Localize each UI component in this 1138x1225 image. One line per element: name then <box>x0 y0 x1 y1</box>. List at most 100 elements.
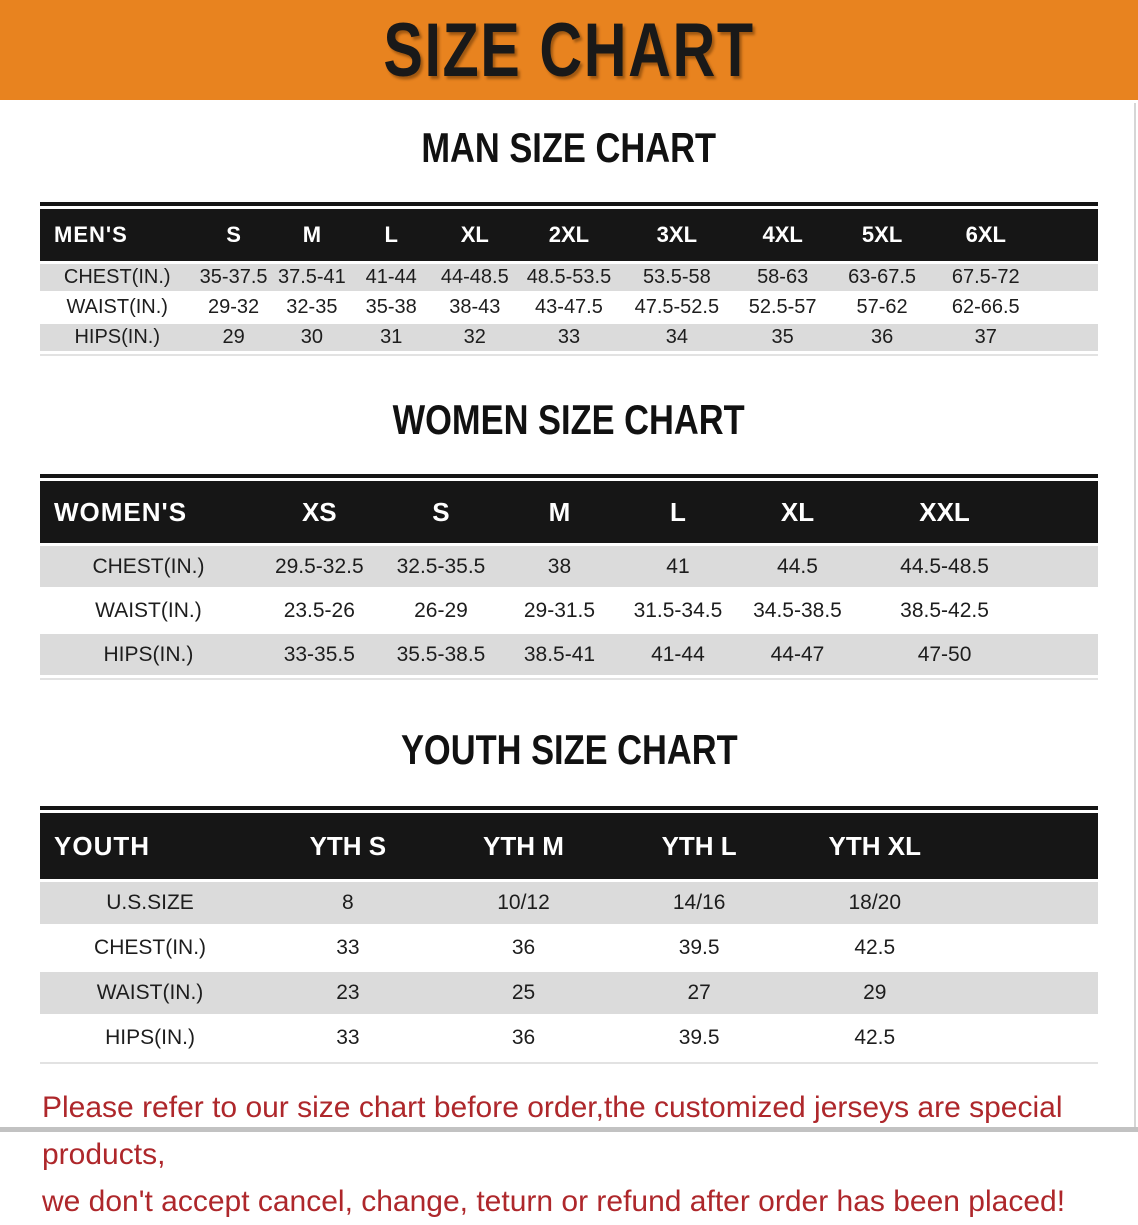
banner-title: SIZE CHART <box>383 7 755 93</box>
row-label: WAIST(IN.) <box>40 294 195 321</box>
size-column-header: S <box>194 209 273 261</box>
size-value: 34.5-38.5 <box>737 590 858 631</box>
youth-ussize-row: U.S.SIZE 8 10/12 14/16 18/20 <box>40 882 1098 924</box>
women-waist-row: WAIST(IN.) 23.5-26 26-29 29-31.5 31.5-34… <box>40 590 1098 631</box>
row-label: HIPS(IN.) <box>40 324 195 351</box>
size-value: 8 <box>260 882 436 924</box>
women-size-table: WOMEN'S XS S M L XL XXL CHEST(IN.) 29.5-… <box>40 474 1098 680</box>
order-policy-note: Please refer to our size chart before or… <box>42 1084 1138 1225</box>
size-value: 44.5-48.5 <box>857 546 1032 587</box>
women-section-heading: WOMEN SIZE CHART <box>0 398 1138 452</box>
size-column-header: L <box>618 481 738 543</box>
size-value: 33 <box>518 324 620 351</box>
row-label: WAIST(IN.) <box>40 590 257 631</box>
size-value: 41 <box>618 546 738 587</box>
size-value: 42.5 <box>786 927 963 969</box>
men-group-label: MEN'S <box>40 209 195 261</box>
size-chart-banner: SIZE CHART <box>0 0 1138 100</box>
women-hips-row: HIPS(IN.) 33-35.5 35.5-38.5 38.5-41 41-4… <box>40 634 1098 675</box>
size-value: 23 <box>260 972 436 1014</box>
size-value: 41-44 <box>618 634 738 675</box>
size-value: 44.5 <box>737 546 858 587</box>
right-edge-divider <box>1134 103 1136 1132</box>
size-column-header: L <box>351 209 432 261</box>
size-value: 47.5-52.5 <box>619 294 734 321</box>
size-value: 47-50 <box>857 634 1032 675</box>
size-value: 39.5 <box>611 1017 787 1059</box>
women-size-chart-title: WOMEN SIZE CHART <box>392 396 746 443</box>
size-value: 35.5-38.5 <box>381 634 501 675</box>
women-group-label: WOMEN'S <box>40 481 257 543</box>
size-value: 37 <box>932 324 1039 351</box>
men-hips-row: HIPS(IN.) 29 30 31 32 33 34 35 36 37 <box>40 324 1098 351</box>
size-value: 32.5-35.5 <box>381 546 501 587</box>
size-value: 32 <box>431 324 519 351</box>
women-header-row: WOMEN'S XS S M L XL XXL <box>40 481 1098 543</box>
size-value: 29-31.5 <box>500 590 619 631</box>
size-column-header: YTH M <box>435 813 612 879</box>
size-column-header: 5XL <box>831 209 933 261</box>
size-value: 27 <box>611 972 787 1014</box>
size-value: 43-47.5 <box>518 294 620 321</box>
youth-size-chart-title: YOUTH SIZE CHART <box>400 726 738 773</box>
size-column-header: YTH S <box>260 813 436 879</box>
size-value: 36 <box>435 927 612 969</box>
size-value: 41-44 <box>351 264 432 291</box>
size-value: 44-47 <box>737 634 858 675</box>
size-value: 67.5-72 <box>932 264 1039 291</box>
size-column-header: YTH XL <box>786 813 963 879</box>
size-value: 29 <box>786 972 963 1014</box>
spare-cell <box>962 882 1098 924</box>
size-value: 18/20 <box>786 882 963 924</box>
size-column-header: 6XL <box>932 209 1039 261</box>
row-label: CHEST(IN.) <box>40 927 261 969</box>
size-value: 48.5-53.5 <box>518 264 620 291</box>
youth-hips-row: HIPS(IN.) 33 36 39.5 42.5 <box>40 1017 1098 1059</box>
size-value: 29.5-32.5 <box>256 546 382 587</box>
size-value: 29 <box>194 324 273 351</box>
size-value: 37.5-41 <box>272 264 352 291</box>
size-value: 34 <box>619 324 734 351</box>
row-label: CHEST(IN.) <box>40 546 257 587</box>
size-value: 14/16 <box>611 882 787 924</box>
size-value: 33 <box>260 927 436 969</box>
size-value: 53.5-58 <box>619 264 734 291</box>
order-policy-line-2: we don't accept cancel, change, teturn o… <box>42 1185 1066 1218</box>
men-header-row: MEN'S S M L XL 2XL 3XL 4XL 5XL 6XL <box>40 209 1098 261</box>
size-value: 38.5-41 <box>500 634 619 675</box>
spare-cell <box>1031 634 1098 675</box>
size-value: 35 <box>733 324 832 351</box>
spare-header-cell <box>1031 481 1098 543</box>
spare-cell <box>1038 264 1098 291</box>
spare-cell <box>1031 546 1098 587</box>
youth-group-label: YOUTH <box>40 813 261 879</box>
men-chest-row: CHEST(IN.) 35-37.5 37.5-41 41-44 44-48.5… <box>40 264 1098 291</box>
size-value: 31 <box>351 324 432 351</box>
size-column-header: 4XL <box>733 209 832 261</box>
man-section-heading: MAN SIZE CHART <box>0 126 1138 180</box>
size-column-header: 2XL <box>518 209 620 261</box>
size-value: 23.5-26 <box>256 590 382 631</box>
size-column-header: M <box>500 481 619 543</box>
size-value: 63-67.5 <box>831 264 933 291</box>
size-value: 38.5-42.5 <box>857 590 1032 631</box>
size-value: 62-66.5 <box>932 294 1039 321</box>
size-value: 39.5 <box>611 927 787 969</box>
row-label: WAIST(IN.) <box>40 972 261 1014</box>
spare-cell <box>962 1017 1098 1059</box>
youth-chest-row: CHEST(IN.) 33 36 39.5 42.5 <box>40 927 1098 969</box>
size-value: 38-43 <box>431 294 519 321</box>
spare-header-cell <box>962 813 1098 879</box>
man-size-chart-title: MAN SIZE CHART <box>421 124 717 171</box>
size-value: 26-29 <box>381 590 501 631</box>
size-value: 25 <box>435 972 612 1014</box>
size-value: 32-35 <box>272 294 352 321</box>
spare-cell <box>962 972 1098 1014</box>
size-value: 33 <box>260 1017 436 1059</box>
size-value: 57-62 <box>831 294 933 321</box>
size-value: 36 <box>831 324 933 351</box>
women-chest-row: CHEST(IN.) 29.5-32.5 32.5-35.5 38 41 44.… <box>40 546 1098 587</box>
size-value: 31.5-34.5 <box>618 590 738 631</box>
youth-section-heading: YOUTH SIZE CHART <box>0 728 1138 782</box>
size-value: 58-63 <box>733 264 832 291</box>
